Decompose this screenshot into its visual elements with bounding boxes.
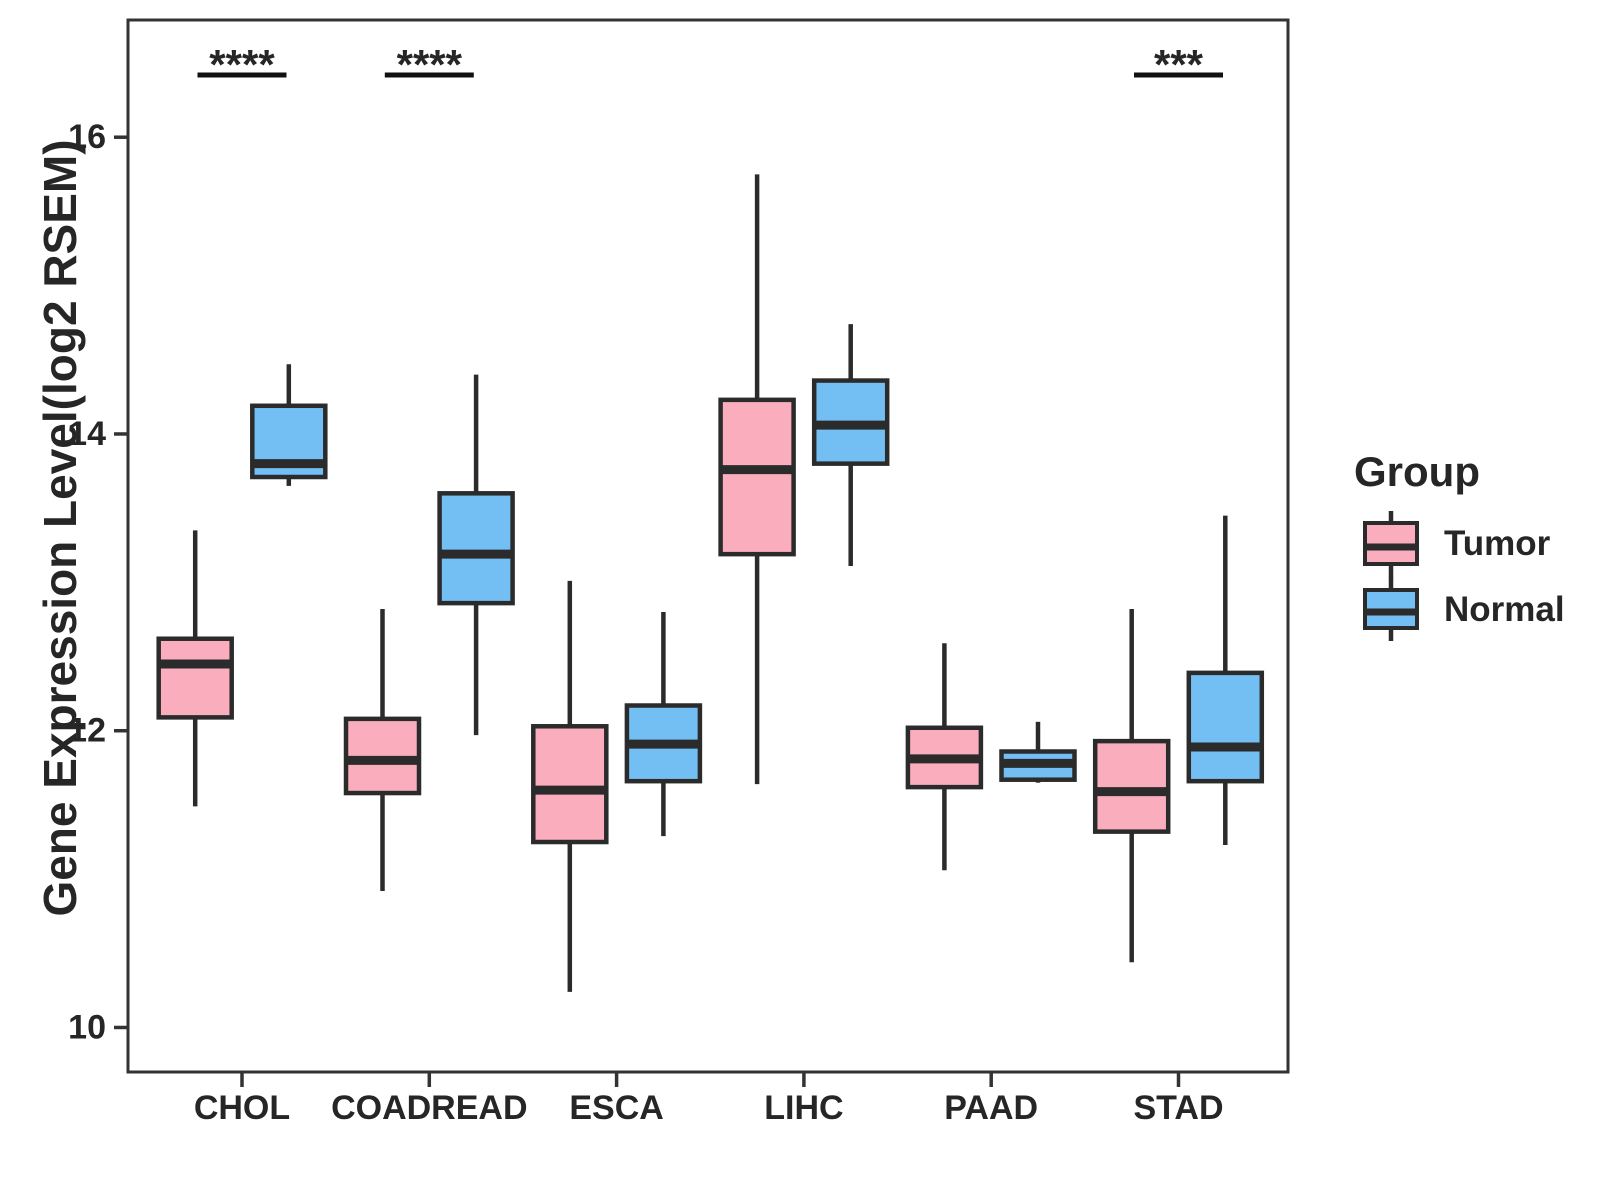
- box-tumor-CHOL: [156, 636, 234, 720]
- plot-border: [126, 18, 1290, 1074]
- y-tick-label-12: 12: [68, 712, 106, 750]
- box-normal-STAD: [1186, 670, 1265, 784]
- legend-label-tumor: Tumor: [1444, 524, 1551, 563]
- box-normal-COADREAD: [437, 491, 515, 606]
- y-tick-label-16: 16: [68, 118, 106, 156]
- x-tick-label-PAAD: PAAD: [944, 1089, 1038, 1127]
- sig-bar-CHOL: [197, 72, 287, 78]
- x-tick-label-CHOL: CHOL: [194, 1089, 290, 1127]
- x-tick-label-LIHC: LIHC: [764, 1089, 843, 1127]
- sig-label-COADREAD: ****: [397, 41, 463, 88]
- x-tick-label-STAD: STAD: [1133, 1089, 1223, 1127]
- y-axis-title: Gene Expression Level(log2 RSEM): [34, 139, 86, 917]
- x-tick-label-ESCA: ESCA: [569, 1089, 663, 1127]
- y-tick-label-14: 14: [68, 415, 106, 453]
- sig-bar-STAD: [1134, 72, 1223, 78]
- box-tumor-LIHC: [718, 397, 796, 557]
- sig-label-STAD: ***: [1154, 41, 1204, 88]
- legend-label-normal: Normal: [1444, 590, 1565, 629]
- box-tumor-ESCA: [531, 724, 609, 845]
- legend-title: Group: [1354, 448, 1480, 495]
- y-tick-label-10: 10: [68, 1008, 106, 1046]
- box-tumor-STAD: [1092, 738, 1171, 834]
- sig-bar-COADREAD: [384, 72, 474, 78]
- sig-label-CHOL: ****: [209, 41, 275, 88]
- x-tick-label-COADREAD: COADREAD: [331, 1089, 527, 1127]
